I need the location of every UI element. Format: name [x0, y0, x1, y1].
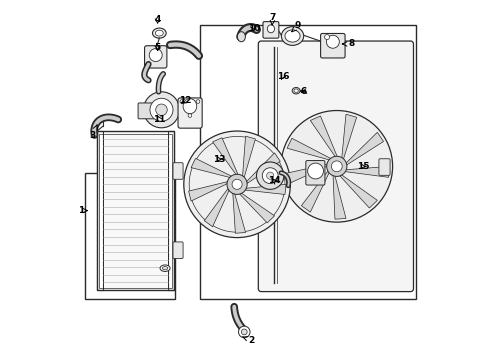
Circle shape	[227, 174, 247, 194]
Circle shape	[327, 156, 347, 176]
Ellipse shape	[294, 89, 298, 93]
Ellipse shape	[292, 87, 300, 94]
Polygon shape	[191, 158, 231, 177]
Polygon shape	[240, 193, 274, 223]
Text: 5: 5	[154, 43, 161, 52]
Bar	[97, 131, 174, 290]
Circle shape	[257, 162, 284, 189]
Circle shape	[232, 179, 242, 189]
Circle shape	[262, 168, 278, 184]
FancyBboxPatch shape	[379, 159, 390, 175]
Polygon shape	[310, 116, 338, 157]
Polygon shape	[301, 170, 330, 212]
Circle shape	[281, 111, 392, 222]
Ellipse shape	[152, 28, 166, 38]
Ellipse shape	[268, 25, 274, 33]
Polygon shape	[333, 175, 346, 219]
Text: 7: 7	[270, 13, 276, 25]
Polygon shape	[245, 184, 286, 194]
Ellipse shape	[155, 30, 163, 36]
Polygon shape	[287, 138, 332, 160]
Text: 3: 3	[90, 125, 97, 139]
Circle shape	[331, 161, 342, 172]
Ellipse shape	[183, 99, 197, 114]
Bar	[99, 134, 172, 288]
FancyBboxPatch shape	[173, 163, 183, 179]
Bar	[200, 25, 416, 299]
Circle shape	[308, 163, 323, 179]
FancyBboxPatch shape	[138, 103, 155, 119]
Circle shape	[267, 172, 274, 179]
Circle shape	[188, 114, 192, 117]
Circle shape	[324, 35, 330, 40]
Circle shape	[149, 49, 162, 62]
Ellipse shape	[238, 32, 245, 42]
Circle shape	[156, 104, 167, 116]
Bar	[168, 131, 174, 290]
Circle shape	[184, 131, 291, 238]
Polygon shape	[243, 136, 255, 177]
Text: 6: 6	[301, 87, 307, 96]
Circle shape	[196, 100, 200, 103]
FancyBboxPatch shape	[178, 98, 202, 128]
Ellipse shape	[281, 27, 304, 45]
Polygon shape	[344, 166, 390, 177]
Polygon shape	[204, 189, 229, 227]
Polygon shape	[189, 182, 227, 201]
Bar	[97, 131, 103, 290]
Polygon shape	[233, 193, 245, 233]
Bar	[103, 131, 168, 290]
Text: 1: 1	[77, 206, 87, 215]
FancyBboxPatch shape	[320, 33, 345, 58]
Text: 10: 10	[248, 24, 260, 33]
Ellipse shape	[162, 266, 168, 270]
Text: 9: 9	[292, 21, 301, 32]
Text: 13: 13	[213, 154, 226, 163]
FancyBboxPatch shape	[173, 242, 183, 258]
Circle shape	[150, 98, 173, 121]
Ellipse shape	[160, 265, 170, 271]
Bar	[85, 173, 175, 299]
Polygon shape	[345, 132, 384, 166]
FancyBboxPatch shape	[145, 46, 167, 68]
Text: 4: 4	[154, 15, 161, 24]
Text: 16: 16	[277, 72, 289, 81]
Ellipse shape	[326, 35, 339, 48]
Polygon shape	[342, 114, 357, 160]
Polygon shape	[339, 174, 377, 208]
Ellipse shape	[285, 30, 300, 42]
FancyBboxPatch shape	[263, 22, 279, 38]
Polygon shape	[213, 138, 238, 174]
Circle shape	[242, 329, 247, 335]
FancyBboxPatch shape	[258, 41, 414, 292]
FancyBboxPatch shape	[306, 161, 325, 185]
Text: 11: 11	[153, 115, 166, 124]
Text: 14: 14	[269, 176, 281, 185]
Text: 2: 2	[243, 336, 254, 345]
Text: 8: 8	[343, 40, 355, 49]
Circle shape	[239, 326, 250, 338]
Text: 12: 12	[179, 96, 192, 105]
Polygon shape	[247, 153, 280, 184]
Circle shape	[180, 100, 184, 103]
Text: 15: 15	[357, 162, 369, 171]
Circle shape	[144, 92, 179, 128]
Polygon shape	[284, 164, 328, 184]
